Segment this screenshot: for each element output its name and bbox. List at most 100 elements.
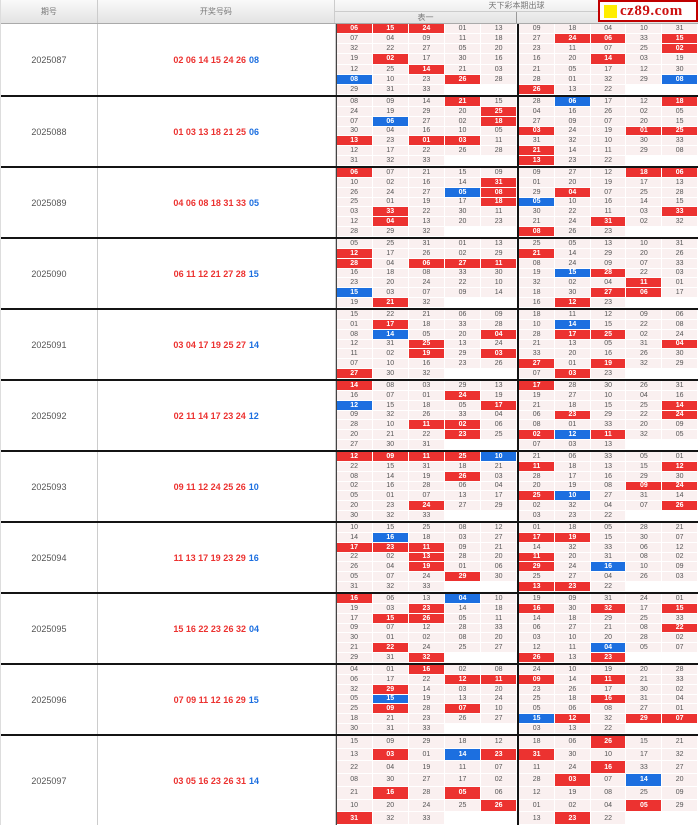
ball-cell: 32 [372, 582, 409, 592]
ball-cell: 01 [554, 74, 591, 85]
winning-blue-number: 15 [248, 268, 259, 279]
ball-cell: 30 [626, 532, 663, 543]
ball-cell: 13 [554, 84, 591, 95]
ball-cell: 07 [372, 623, 409, 634]
ball-cell: 07 [408, 491, 445, 502]
ball-cell: 09 [626, 481, 663, 492]
ball-cell: 20 [626, 665, 663, 675]
winning-red-numbers: 09 11 12 24 25 26 [173, 481, 246, 492]
ball-cell: 25 [590, 329, 627, 340]
ball-cell: 14 [554, 146, 591, 157]
ball-cell: 23 [554, 511, 591, 521]
ball-cell: 31 [590, 594, 627, 604]
ball-cell: 23 [519, 684, 555, 695]
ball-cell: 02 [444, 665, 482, 675]
ball-cell: 25 [444, 643, 482, 654]
ball-cell: 28 [519, 774, 555, 787]
ball-cell: 09 [481, 168, 518, 178]
ball-cell: 13 [590, 440, 627, 450]
ball-cell: 15 [626, 736, 663, 749]
ball-cell: 10 [336, 523, 373, 533]
ball-cell: 28 [662, 665, 698, 675]
ball-cell: 23 [372, 542, 409, 553]
ball-cell [626, 582, 663, 592]
ball-cell: 14 [408, 684, 445, 695]
ball-cell: 08 [336, 329, 373, 340]
ball-cell: 14 [554, 319, 591, 330]
ball-cell: 14 [626, 774, 663, 787]
ball-cell: 14 [662, 491, 698, 502]
ball-cell: 19 [336, 298, 373, 308]
winning-numbers: 15 16 22 23 26 32 04 [97, 594, 336, 663]
ball-cell: 03 [444, 532, 482, 543]
ball-cell: 30 [444, 54, 482, 65]
period-row: 2025091 03 04 17 19 25 27 14 15 22 21 06 09 0… [1, 308, 698, 379]
ball-cell: 21 [372, 298, 409, 308]
ball-cell: 22 [590, 511, 627, 521]
ball-cell: 20 [554, 552, 591, 563]
ball-cell: 25 [519, 572, 555, 583]
ball-cell: 25 [408, 339, 445, 350]
ball-cell: 26 [444, 74, 482, 85]
ball-cell: 11 [408, 542, 445, 553]
ball-cell: 01 [662, 452, 698, 462]
ball-cell: 04 [481, 481, 518, 492]
ball-cell: 03 [626, 54, 663, 65]
ball-cell: 01 [372, 633, 409, 644]
ball-cell: 29 [481, 501, 518, 512]
ball-cell: 33 [481, 623, 518, 634]
winning-red-numbers: 02 06 14 15 24 26 [173, 54, 246, 65]
ball-cell: 10 [554, 665, 591, 675]
ball-cell: 08 [662, 74, 698, 85]
ball-cell: 05 [662, 106, 698, 117]
ball-cell: 12 [481, 736, 518, 749]
ball-cell: 12 [336, 146, 373, 157]
ball-cell: 10 [626, 239, 663, 249]
ball-cell: 19 [590, 665, 627, 675]
ball-cell: 06 [554, 736, 591, 749]
ball-grid-a: 16 06 13 04 10 19 03 23 14 18 17 15 26 05 11 09 07 12 28 33… [335, 594, 518, 663]
ball-cell: 24 [408, 643, 445, 654]
ball-cell: 08 [662, 319, 698, 330]
ball-grid-b: 09 18 04 10 31 27 24 06 33 15 23 11 07 25 02 16 20 14 03 19… [517, 24, 698, 95]
ball-cell: 13 [662, 177, 698, 188]
ball-cell: 26 [662, 248, 698, 259]
winning-blue-number: 06 [248, 126, 259, 137]
ball-cell: 03 [481, 471, 518, 482]
ball-cell: 02 [626, 106, 663, 117]
ball-cell: 25 [372, 239, 409, 249]
ball-cell: 26 [481, 799, 518, 813]
ball-cell: 30 [554, 748, 591, 762]
ball-cell: 02 [554, 278, 591, 289]
ball-cell: 07 [662, 714, 698, 725]
ball-cell: 17 [372, 674, 409, 685]
ball-cell: 16 [372, 481, 409, 492]
ball-cell: 13 [444, 491, 482, 502]
ball-cell: 18 [408, 400, 445, 411]
period-row: 2025095 15 16 22 23 26 32 04 16 06 13 04 10 1… [1, 592, 698, 663]
ball-cell: 16 [372, 532, 409, 543]
period-id: 2025096 [1, 665, 98, 734]
ball-cell: 21 [372, 430, 409, 441]
ball-cell: 23 [372, 136, 409, 147]
ball-cell: 17 [372, 319, 409, 330]
ball-cell: 33 [408, 156, 445, 166]
ball-cell: 31 [336, 156, 373, 166]
ball-cell: 10 [626, 562, 663, 573]
ball-cell: 27 [336, 369, 373, 379]
ball-cell: 10 [336, 799, 373, 813]
ball-cell: 27 [408, 44, 445, 55]
ball-cell: 14 [408, 64, 445, 75]
ball-cell: 16 [408, 177, 445, 188]
ball-cell: 23 [481, 217, 518, 228]
ball-cell: 08 [590, 786, 627, 800]
site-logo[interactable]: cz89.com [598, 0, 698, 22]
ball-cell: 33 [626, 34, 663, 45]
ball-cell [662, 511, 698, 521]
ball-cell: 08 [662, 146, 698, 157]
ball-cell: 02 [519, 501, 555, 512]
ball-cell: 16 [590, 761, 627, 775]
ball-cell: 29 [444, 572, 482, 583]
ball-cell: 32 [408, 227, 445, 237]
